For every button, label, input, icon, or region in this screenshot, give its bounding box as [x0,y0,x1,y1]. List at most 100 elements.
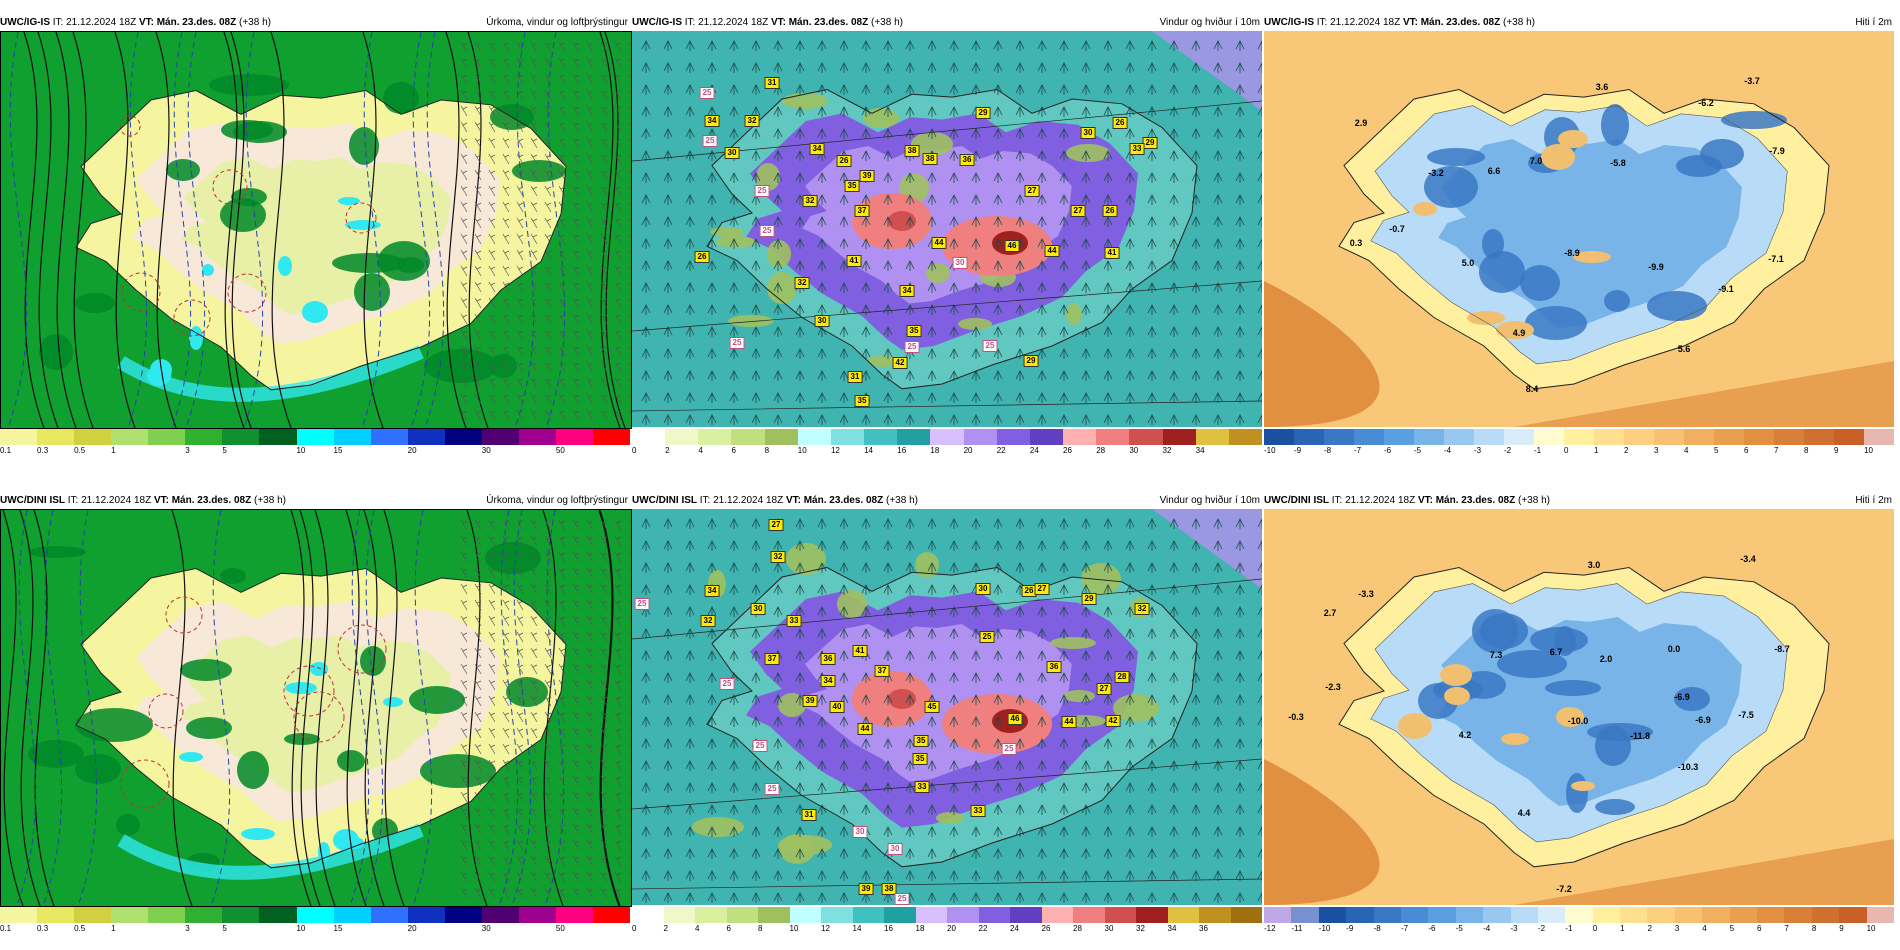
color-scale-tick-label: 5 [222,446,227,455]
color-scale-tick-label: 34 [1167,924,1177,933]
color-scale-swatch [222,907,260,923]
wind-speed-label: 29 [975,107,991,119]
color-scale-tick-label: 3 [185,924,190,933]
color-scale-tick-label: 6 [731,446,736,455]
color-scale-swatch [695,907,727,923]
color-scale-tick-label: 10 [296,924,306,933]
color-scale-swatch [148,429,186,445]
wind-speed-label: 30 [724,147,740,159]
lead-time: (+38 h) [251,495,286,506]
wind-speed-label: 35 [844,180,860,192]
color-scale-tick-label: 3 [185,446,190,455]
color-scale-swatch [555,429,593,445]
color-scale-swatch [1373,907,1401,923]
panel-temp-dini: UWC/DINI ISL IT: 21.12.2024 18Z VT: Mán.… [1264,493,1894,945]
wind-speed-label: 39 [859,170,875,182]
color-scale-swatch [222,429,260,445]
color-scale-tick-label: -9 [1346,924,1354,933]
color-scale-swatch [1455,907,1484,923]
temperature-label: 7.3 [1489,650,1503,660]
color-scale [632,429,1262,445]
color-scale-swatch [74,429,112,445]
color-scale-tick-label: -8 [1324,446,1332,455]
color-scale-swatch [1624,429,1654,445]
color-scale-swatch [111,429,149,445]
wind-speed-label: 39 [802,695,818,707]
wind-speed-label: 34 [820,675,836,687]
color-scale-swatch [864,429,898,445]
wind-speed-label: 44 [931,237,947,249]
model-name: UWC/DINI ISL [1264,495,1329,506]
temperature-label: 4.9 [1512,328,1526,338]
wind-speed-label: 34 [704,585,720,597]
color-scale-swatch [444,907,482,923]
wind-contour-label: 25 [894,893,910,905]
wind-speed-label: 44 [1061,716,1077,728]
color-scale-swatch [1136,907,1168,923]
temperature-label: -7.1 [1768,254,1784,264]
color-scale-swatch [481,429,519,445]
wind-speed-label: 32 [802,195,818,207]
color-scale-swatch [333,907,371,923]
temperature-label: 5.6 [1677,344,1691,354]
color-scale-swatch [758,907,790,923]
color-scale-swatch [518,429,556,445]
color-scale-tick-label: -2 [1504,446,1512,455]
wind-speed-label: 38 [881,883,897,895]
wind-contour-label: 30 [852,826,868,838]
init-time: IT: 21.12.2024 18Z [65,495,154,506]
color-scale-tick-label: 50 [555,924,565,933]
color-scale-tick-label: 28 [1073,924,1082,933]
wind-speed-label: 31 [801,809,817,821]
color-scale-tick-label: 9 [1834,446,1839,455]
color-scale-swatch [1565,907,1593,923]
wind-speed-label: 26 [1021,585,1037,597]
color-scale-tick-label: 2 [663,924,668,933]
color-scale-tick-label: -7 [1400,924,1409,933]
color-scale-swatch [852,907,884,923]
color-scale-swatch [407,429,445,445]
valid-time: VT: Mán. 23.des. 08Z [138,17,237,28]
wind-speed-label: 42 [892,357,908,369]
color-scale-tick-label: 0 [632,924,637,933]
temperature-label: -7.9 [1769,146,1785,156]
model-name: UWC/DINI ISL [0,495,65,506]
color-scale-swatch [1264,429,1294,445]
color-scale-tick-label: 30 [481,924,491,933]
wind-speed-label: 32 [744,115,760,127]
model-name: UWC/IG-IS [1264,17,1314,28]
color-scale-swatch [1647,907,1675,923]
color-scale-swatch [1167,907,1199,923]
wind-speed-label: 32 [700,615,716,627]
color-scale-swatch [1483,907,1511,923]
color-scale-swatch [1674,907,1703,923]
color-scale-swatch [481,907,519,923]
color-scale-tick-label: -1 [1565,924,1573,933]
color-scale-swatch [1757,907,1785,923]
lead-time: (+38 h) [1500,17,1535,28]
color-scale-swatch [444,429,482,445]
temperature-label: -9.1 [1718,284,1734,294]
temperature-label: 0.0 [1667,644,1681,654]
color-scale-tick-label: 1 [1620,924,1625,933]
color-scale-tick-label: -7 [1354,446,1362,455]
color-scale-swatch [884,907,916,923]
color-scale-swatch [1073,907,1105,923]
panel-wind-dini: UWC/DINI ISL IT: 21.12.2024 18Z VT: Mán.… [632,493,1262,945]
valid-time: VT: Mán. 23.des. 08Z [770,17,869,28]
wind-speed-label: 31 [847,371,863,383]
panel-variable-title: Úrkoma, vindur og loftþrýstingur [486,17,628,28]
color-scale-tick-label: -4 [1444,446,1452,455]
color-scale-tick-label: 16 [884,924,893,933]
wind-speed-label: 34 [704,115,720,127]
color-scale-tick-label: 0 [632,446,637,455]
model-name: UWC/DINI ISL [632,495,697,506]
color-scale-tick-label: 30 [1104,924,1114,933]
color-scale-tick-label: 1 [111,446,116,455]
color-scale-tick-label: 20 [947,924,956,933]
temperature-label: -3.7 [1744,76,1760,86]
color-scale-swatch [185,907,223,923]
color-scale-swatch [963,429,997,445]
wind-speed-label: 38 [922,153,938,165]
color-scale-swatch [821,907,853,923]
